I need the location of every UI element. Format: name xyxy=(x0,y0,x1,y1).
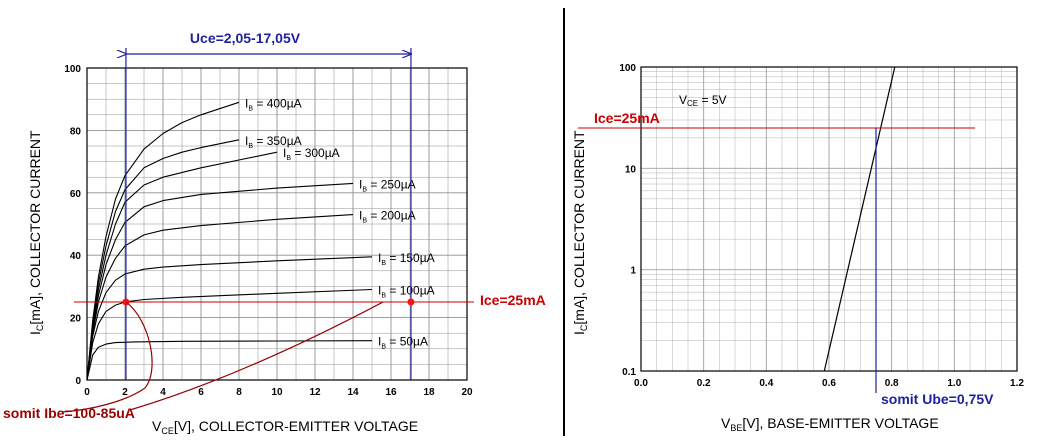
right-x-tick: 0.4 xyxy=(759,378,773,389)
left-y-axis-title: IC[mA], COLLECTOR CURRENT xyxy=(27,130,45,335)
ib-curve xyxy=(86,139,240,381)
left-x-tick: 12 xyxy=(309,387,321,398)
uce-range-label: Uce=2,05-17,05V xyxy=(190,30,301,46)
ibe-pointer-1 xyxy=(61,301,153,413)
right-x-tick: 1.2 xyxy=(1010,378,1024,389)
right-y-tick: 1 xyxy=(630,266,636,277)
ib-curve-label: IB = 300µA xyxy=(283,146,340,162)
left-x-tick: 20 xyxy=(461,387,473,398)
ib-curve-label: IB = 250µA xyxy=(359,177,416,193)
left-grid xyxy=(87,68,467,380)
right-y-axis-title: IC[mA], COLLECTOR CURRENT xyxy=(571,130,589,335)
left-x-tick: 8 xyxy=(236,387,242,398)
right-chart-transfer-characteristics: 0.0 0.2 0.4 0.6 0.8 1.0 1.2 0.1 1 10 100 VCE = 5V… xyxy=(571,63,1024,433)
ib-curve-label: IB = 100µA xyxy=(378,284,435,300)
ibe-pointer-2 xyxy=(129,301,384,411)
left-x-tick: 14 xyxy=(347,387,359,398)
right-plot-frame xyxy=(640,66,1018,372)
ib-curve xyxy=(86,340,373,381)
left-y-tick: 80 xyxy=(70,126,82,137)
right-curves xyxy=(823,66,896,372)
left-chart-output-characteristics: 0 2 4 6 8 10 12 14 16 18 20 0 20 40 60 80 100 IB = 50µA… xyxy=(3,30,546,436)
left-y-tick: 40 xyxy=(70,251,82,262)
left-y-tick: 20 xyxy=(70,314,82,325)
vce-condition-label: VCE = 5V xyxy=(679,93,727,108)
left-x-tick-labels: 0 2 4 6 8 10 12 14 16 18 20 xyxy=(84,387,473,398)
right-x-tick: 0.0 xyxy=(634,378,648,389)
ib-curve-label: IB = 200µA xyxy=(359,209,416,225)
ibe-label: somit Ibe=100-85uA xyxy=(3,405,135,421)
left-y-tick: 0 xyxy=(75,376,81,387)
left-x-axis-title: VCE[V], COLLECTOR-EMITTER VOLTAGE xyxy=(152,418,418,436)
operating-point-max xyxy=(407,298,415,306)
ib-curve xyxy=(86,288,373,381)
right-y-tick: 0.1 xyxy=(622,367,636,378)
ib-curve-label: IB = 50µA xyxy=(378,335,428,351)
ib-curve xyxy=(86,182,354,381)
left-x-tick: 10 xyxy=(271,387,283,398)
ib-curve xyxy=(86,101,240,381)
right-x-axis-title: VBE[V], BASE-EMITTER VOLTAGE xyxy=(721,415,939,433)
left-x-tick: 2 xyxy=(122,387,128,398)
right-y-tick: 10 xyxy=(625,164,637,175)
ib-curve xyxy=(86,214,354,381)
ic-vbe-curve xyxy=(823,66,896,372)
ube-label: somit Ube=0,75V xyxy=(881,391,994,407)
right-x-tick: 0.6 xyxy=(822,378,836,389)
left-x-tick: 4 xyxy=(160,387,166,398)
ib-curve-label: IB = 150µA xyxy=(378,251,435,267)
ice-label-left: Ice=25mA xyxy=(480,292,546,308)
right-grid xyxy=(641,67,1017,371)
left-x-tick: 6 xyxy=(198,387,204,398)
left-curve-labels: IB = 50µA IB = 100µA IB = 150µA IB = 200µA I… xyxy=(245,96,435,350)
left-y-tick: 100 xyxy=(64,64,81,75)
ice-label-right: Ice=25mA xyxy=(594,110,660,126)
right-y-tick-labels: 0.1 1 10 100 xyxy=(619,63,636,378)
right-x-tick-labels: 0.0 0.2 0.4 0.6 0.8 1.0 1.2 xyxy=(634,378,1024,389)
right-x-tick: 1.0 xyxy=(947,378,961,389)
left-x-tick: 18 xyxy=(423,387,435,398)
left-y-tick: 60 xyxy=(70,189,82,200)
ib-curve-label: IB = 350µA xyxy=(245,134,302,150)
ib-curve-label: IB = 400µA xyxy=(245,96,302,112)
left-x-tick: 0 xyxy=(84,387,90,398)
right-x-tick: 0.2 xyxy=(697,378,711,389)
left-plot-frame xyxy=(86,67,468,381)
right-y-tick: 100 xyxy=(619,63,636,74)
ib-curve xyxy=(86,256,373,381)
left-x-tick: 16 xyxy=(385,387,397,398)
left-y-tick-labels: 0 20 40 60 80 100 xyxy=(64,64,81,387)
right-x-tick: 0.8 xyxy=(885,378,899,389)
